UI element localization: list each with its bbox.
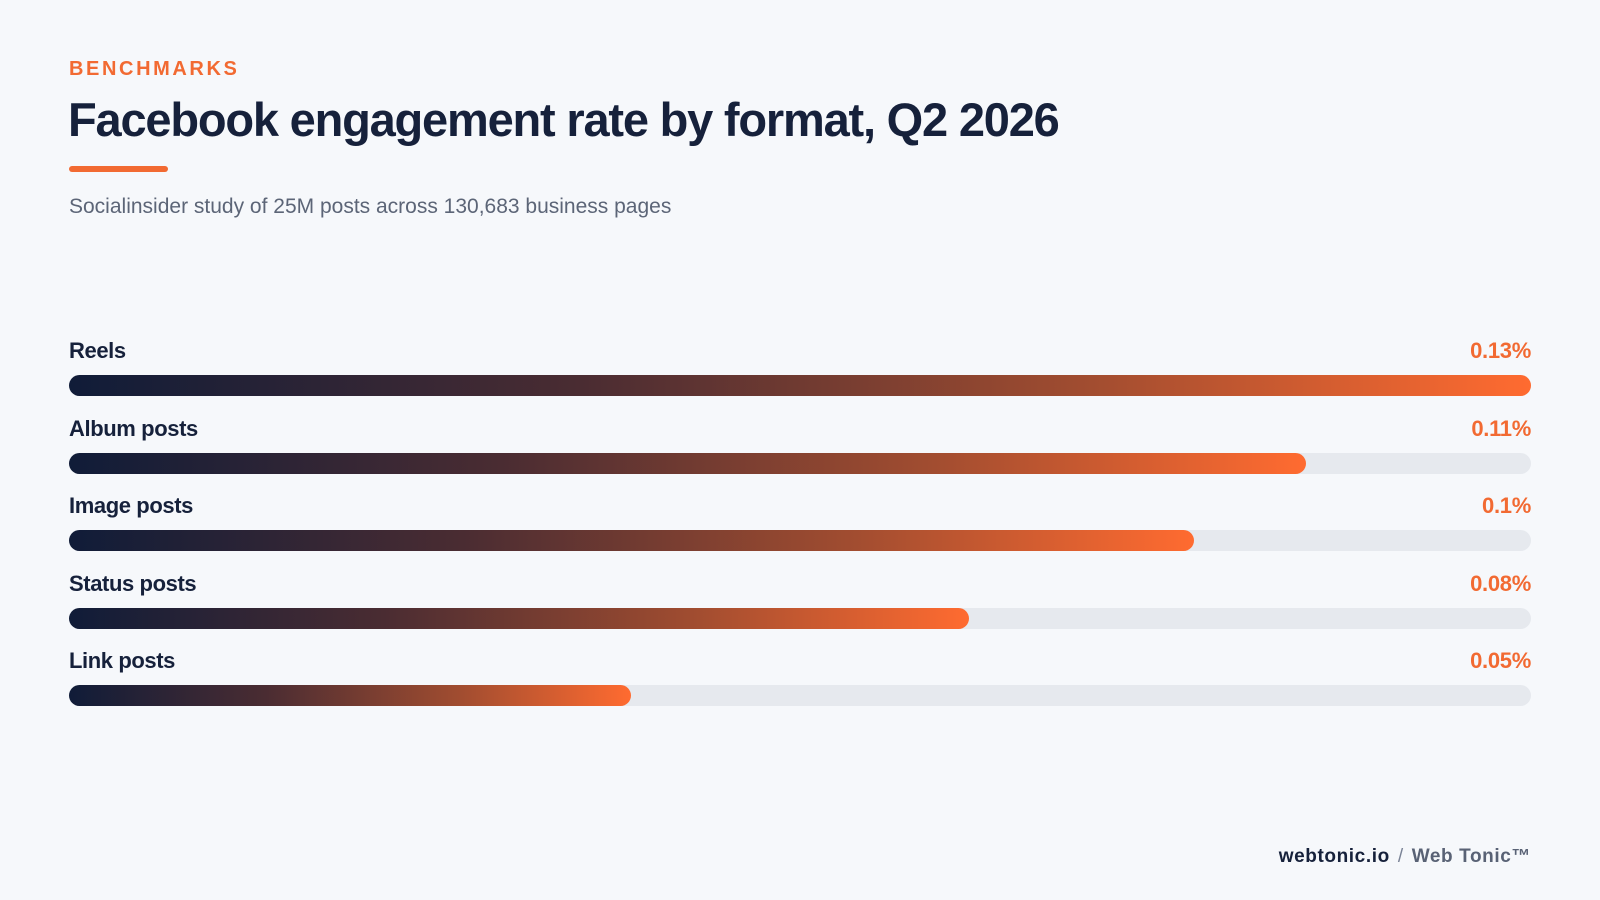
bar-category-label: Reels	[69, 338, 126, 363]
bar-value-label: 0.05%	[1470, 648, 1531, 673]
bar-category-label: Link posts	[69, 648, 176, 673]
bar-track	[69, 607, 1531, 629]
bar-row: Status posts 0.08%	[69, 569, 1531, 647]
bar-category-label: Image posts	[69, 493, 193, 518]
footer-site: webtonic.io	[1278, 846, 1390, 867]
bar-value-label: 0.1%	[1482, 493, 1531, 518]
bar-value-label: 0.13%	[1470, 338, 1531, 363]
bar-fill	[69, 685, 632, 706]
bar-row: Album posts 0.11%	[69, 414, 1531, 492]
bar-row: Reels 0.13%	[69, 336, 1531, 414]
footer-brand: Web Tonic™	[1411, 846, 1531, 867]
chart-title: Facebook engagement rate by format, Q2 2…	[68, 93, 1060, 146]
bar-row: Image posts 0.1%	[69, 491, 1531, 569]
bar-row: Link posts 0.05%	[69, 646, 1531, 724]
bar-value-label: 0.11%	[1471, 415, 1531, 441]
bar-value-label: 0.08%	[1470, 570, 1531, 596]
bar-category-label: Status posts	[69, 570, 197, 596]
bar-fill	[69, 375, 1531, 396]
bar-track	[69, 452, 1531, 474]
chart-subtitle: Socialinsider study of 25M posts across …	[69, 195, 672, 218]
bar-category-label: Album posts	[69, 415, 198, 441]
bar-track	[69, 530, 1531, 551]
bar-track	[69, 685, 1531, 706]
bar-fill	[69, 530, 1194, 551]
bar-fill	[69, 607, 969, 629]
bar-chart: Reels 0.13% Album posts 0.11% Image posts 0.1…	[69, 336, 1531, 724]
bar-fill	[69, 452, 1307, 474]
footer-separator: /	[1397, 846, 1404, 867]
footer-credit: webtonic.io / Web Tonic™	[1279, 846, 1531, 868]
title-accent-rule	[69, 166, 168, 172]
bar-track	[69, 375, 1531, 396]
eyebrow-label: BENCHMARKS	[69, 58, 240, 80]
